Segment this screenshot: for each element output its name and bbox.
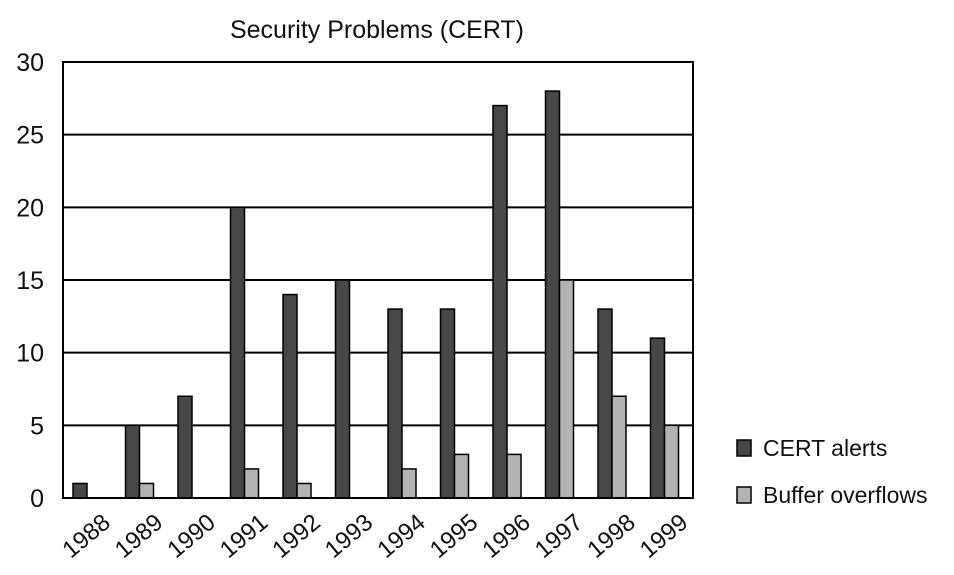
legend-swatch — [736, 486, 752, 504]
bar-buffer-overflows — [663, 424, 680, 499]
bar-buffer-overflows — [611, 395, 627, 499]
bar-buffer-overflows — [243, 468, 260, 499]
x-tick-label: 1995 — [425, 509, 483, 564]
y-tick-label: 5 — [30, 412, 44, 440]
gridlines — [63, 133, 693, 427]
bar-cert-alerts — [387, 308, 403, 499]
chart-title: Security Problems (CERT) — [230, 16, 524, 44]
x-tick-label: 1990 — [162, 509, 220, 564]
bar-cert-alerts — [334, 279, 351, 499]
y-tick-label: 20 — [16, 194, 44, 222]
bar-cert-alerts — [649, 337, 666, 499]
bar-buffer-overflows — [296, 482, 312, 499]
y-tick-label: 25 — [16, 122, 44, 150]
bar-buffer-overflows — [506, 453, 522, 499]
x-tick-label: 1999 — [635, 509, 693, 564]
legend-swatch — [736, 439, 752, 457]
bar-cert-alerts — [282, 293, 298, 499]
x-tick-label: 1989 — [110, 509, 168, 564]
x-tick-label: 1996 — [477, 509, 535, 564]
plot-frame — [62, 61, 694, 499]
x-tick-label: 1993 — [320, 509, 378, 564]
x-tick-label: 1997 — [530, 509, 588, 564]
bar-buffer-overflows — [558, 279, 575, 499]
bar-buffer-overflows — [453, 453, 470, 499]
y-tick-label: 0 — [30, 485, 44, 513]
bar-cert-alerts — [124, 424, 141, 499]
legend-label: CERT alerts — [763, 435, 887, 461]
bar-cert-alerts — [177, 395, 193, 499]
bar-buffer-overflows — [401, 468, 417, 499]
bar-cert-alerts — [229, 206, 246, 499]
bar-cert-alerts — [492, 104, 508, 499]
bar-cert-alerts — [597, 308, 613, 499]
bars — [72, 90, 680, 499]
legend: CERT alerts Buffer overflows — [736, 435, 927, 508]
bar-cert-alerts — [72, 482, 88, 499]
x-tick-label: 1992 — [267, 509, 325, 564]
x-tick-label: 1994 — [372, 509, 430, 564]
legend-label: Buffer overflows — [763, 482, 927, 508]
bar-cert-alerts — [439, 308, 456, 499]
bar-cert-alerts — [544, 90, 561, 499]
x-tick-label: 1988 — [57, 509, 115, 564]
y-tick-label: 10 — [16, 340, 44, 368]
y-axis-ticks: 0 5 10 15 20 25 30 — [16, 49, 44, 513]
x-axis-ticks: 1988198919901991199219931994199519961997… — [57, 509, 693, 564]
x-tick-label: 1998 — [582, 509, 640, 564]
x-tick-label: 1991 — [215, 509, 273, 564]
bar-buffer-overflows — [138, 482, 155, 499]
y-tick-label: 30 — [16, 49, 44, 77]
y-tick-label: 15 — [16, 267, 44, 295]
